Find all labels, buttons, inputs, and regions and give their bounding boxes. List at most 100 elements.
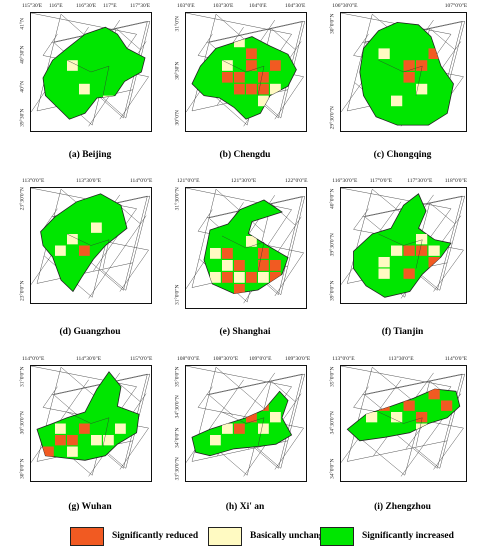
- cell-reduced: [222, 272, 233, 283]
- lon-tick-chengdu: 103°30'E: [213, 3, 234, 9]
- cell-reduced: [234, 260, 245, 271]
- cell-reduced: [428, 389, 440, 400]
- lon-tick-beijing: 117°E: [103, 3, 117, 9]
- lat-tick-guangzhou: 23°30'0"N: [19, 186, 26, 210]
- legend: Significantly reduced Basically unchange…: [0, 505, 485, 550]
- legend-swatch-unchanged: [208, 527, 242, 546]
- lon-tick-shanghai: 122°0'0"E: [285, 178, 308, 184]
- map-guangzhou: [30, 187, 152, 304]
- cell-reduced: [416, 60, 428, 71]
- cell-unchanged: [91, 435, 102, 446]
- caption-guangzhou: (d) Guangzhou: [59, 327, 121, 337]
- cell-reduced: [246, 272, 257, 283]
- lon-tick-chengdu: 103°0'E: [177, 3, 195, 9]
- cell-reduced: [428, 257, 440, 268]
- cell-reduced: [403, 400, 415, 411]
- map-canvas-tianjin: [341, 188, 466, 299]
- lat-tick-chongqing: 30°0'0"N: [329, 13, 336, 34]
- lon-tick-beijing: 116°E: [49, 3, 63, 9]
- map-canvas-wuhan: [31, 366, 151, 477]
- lat-tick-guangzhou: 23°0'0"N: [19, 280, 26, 301]
- lon-tick-tianjin: 116°30'0"E: [332, 178, 358, 184]
- cell-reduced: [403, 268, 415, 279]
- lat-tick-zhengzhou: 35°0'0"N: [329, 366, 336, 387]
- cell-unchanged: [378, 257, 390, 268]
- cell-unchanged: [416, 83, 428, 95]
- cell-reduced: [258, 72, 269, 83]
- cell-reduced: [67, 435, 78, 446]
- cell-reduced: [234, 72, 245, 83]
- map-chongqing: [340, 12, 467, 132]
- cell-unchanged: [210, 435, 221, 446]
- cell-unchanged: [79, 83, 90, 95]
- cell-reduced: [258, 260, 269, 271]
- cell-unchanged: [234, 272, 245, 283]
- lon-tick-guangzhou: 113°30'0"E: [76, 178, 102, 184]
- cell-reduced: [246, 83, 257, 95]
- lat-tick-chengdu: 30°0'N: [174, 110, 181, 126]
- map-canvas-chengdu: [186, 13, 306, 127]
- lat-tick-chengdu: 30°30'N: [174, 61, 181, 80]
- cell-reduced: [43, 446, 54, 457]
- cell-reduced: [403, 245, 415, 256]
- cell-unchanged: [115, 423, 126, 434]
- cell-reduced: [79, 423, 90, 434]
- caption-tianjin: (f) Tianjin: [381, 327, 424, 337]
- legend-swatch-reduced: [70, 527, 104, 546]
- lon-tick-chengdu: 104°30'E: [285, 3, 306, 9]
- map-tianjin: [340, 187, 467, 304]
- lat-tick-tianjin: 39°0'0"N: [329, 280, 336, 301]
- map-canvas-zhengzhou: [341, 366, 466, 477]
- cell-unchanged: [270, 412, 281, 423]
- cell-unchanged: [428, 245, 440, 256]
- cell-reduced: [403, 60, 415, 71]
- cell-reduced: [416, 245, 428, 256]
- cell-reduced: [258, 248, 269, 259]
- map-wuhan: [30, 365, 152, 482]
- cell-unchanged: [391, 412, 403, 423]
- lon-tick-tianjin: 118°0'0"E: [444, 178, 468, 184]
- lon-tick-zhengzhou: 113°0'0"E: [332, 356, 355, 362]
- cell-unchanged: [55, 423, 66, 434]
- cell-reduced: [378, 400, 390, 411]
- legend-swatch-increased: [320, 527, 354, 546]
- lat-tick-chongqing: 29°30'0"N: [329, 106, 336, 130]
- lat-tick-shanghai: 31°0'0"N: [174, 284, 181, 305]
- cell-unchanged: [67, 446, 78, 457]
- cell-unchanged: [378, 48, 390, 60]
- map-xian: [185, 365, 307, 482]
- cell-reduced: [246, 48, 257, 60]
- cell-reduced: [270, 60, 281, 71]
- lon-tick-xian: 108°0'0"E: [177, 356, 200, 362]
- cell-reduced: [246, 60, 257, 71]
- cell-reduced: [403, 72, 415, 83]
- lon-tick-zhengzhou: 113°30'0"E: [388, 356, 414, 362]
- cell-unchanged: [234, 36, 245, 48]
- caption-chongqing: (c) Chongqing: [373, 150, 432, 160]
- map-canvas-shanghai: [186, 188, 306, 304]
- lon-tick-xian: 108°30'0"E: [213, 356, 239, 362]
- cell-unchanged: [222, 260, 233, 271]
- lon-tick-xian: 109°30'0"E: [285, 356, 311, 362]
- lat-tick-tianjin: 39°30'0"N: [329, 232, 336, 256]
- lon-tick-tianjin: 117°0'0"E: [369, 178, 393, 184]
- cell-unchanged: [67, 60, 78, 71]
- cell-reduced: [258, 83, 269, 95]
- lon-tick-shanghai: 121°30'0"E: [231, 178, 257, 184]
- lat-tick-xian: 33°30'0"N: [174, 456, 181, 480]
- lon-tick-wuhan: 114°0'0"E: [22, 356, 45, 362]
- lon-tick-chengdu: 104°0'E: [249, 3, 267, 9]
- lat-tick-beijing: 40°N: [19, 80, 26, 93]
- cell-reduced: [234, 284, 245, 294]
- lat-tick-wuhan: 30°0'0"N: [19, 458, 26, 479]
- lon-tick-shanghai: 121°0'0"E: [177, 178, 200, 184]
- lat-tick-beijing: 41°N: [19, 17, 26, 30]
- cell-reduced: [416, 412, 428, 423]
- cell-unchanged: [222, 60, 233, 71]
- caption-shanghai: (e) Shanghai: [219, 327, 271, 337]
- cell-unchanged: [258, 95, 269, 107]
- cell-unchanged: [258, 423, 269, 434]
- legend-label-increased: Significantly increased: [362, 531, 454, 541]
- lon-tick-wuhan: 115°0'0"E: [130, 356, 153, 362]
- cell-reduced: [441, 400, 453, 411]
